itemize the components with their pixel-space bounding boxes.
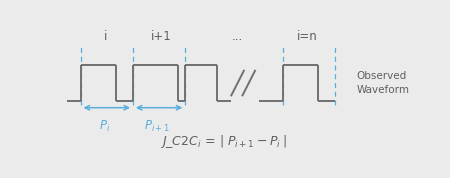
Text: $P_{i+1}$: $P_{i+1}$ xyxy=(144,119,171,134)
Text: i=n: i=n xyxy=(297,30,318,43)
Text: ...: ... xyxy=(232,30,243,43)
Text: Observed
Waveform: Observed Waveform xyxy=(356,71,409,95)
Text: i: i xyxy=(104,30,107,43)
Text: i+1: i+1 xyxy=(150,30,171,43)
Text: $P_i$: $P_i$ xyxy=(99,119,111,134)
Text: $J\_C2C_i\,=\,|\;P_{i+1} - P_i\;|$: $J\_C2C_i\,=\,|\;P_{i+1} - P_i\;|$ xyxy=(160,134,288,150)
